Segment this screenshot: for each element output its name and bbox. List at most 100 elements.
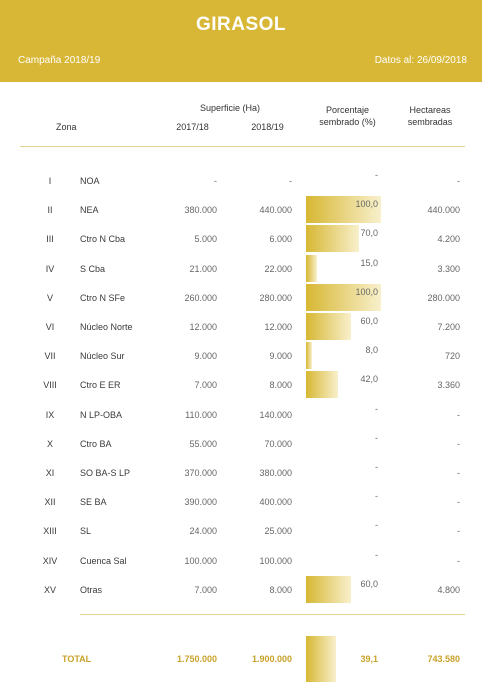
hectares-value: - xyxy=(457,497,460,508)
pct-header-line2: sembrado (%) xyxy=(319,117,376,127)
hectares-value: 3.300 xyxy=(437,263,460,274)
table-row: VI Núcleo Norte 12.000 12.000 60,0 7.200 xyxy=(0,313,482,340)
surface-2018-19: 8.000 xyxy=(269,584,292,595)
hectares-value: - xyxy=(457,176,460,186)
campaign-label: Campaña 2018/19 xyxy=(18,55,101,66)
table-row: XIII SL 24.000 25.000 - - xyxy=(0,520,482,542)
roman-numeral: VIII xyxy=(43,380,57,391)
superficie-header: Superficie (Ha) xyxy=(199,103,261,113)
pct-bar xyxy=(306,254,318,282)
total-row: TOTAL 1.750.000 1.900.000 39,1 743.580 xyxy=(0,650,482,670)
hectares-value: 3.360 xyxy=(437,380,460,391)
surface-2018-19: 9.000 xyxy=(269,351,292,362)
surface-2017-18: 12.000 xyxy=(189,322,217,332)
year2-header: 2018/19 xyxy=(251,122,284,132)
hectares-value: - xyxy=(457,438,460,449)
zone-name: NEA xyxy=(80,205,99,216)
table-row: VIII Ctro E ER 7.000 8.000 42,0 3.360 xyxy=(0,371,482,399)
total-s17: 1.750.000 xyxy=(176,654,217,664)
zone-name: NOA xyxy=(80,176,100,186)
pct-value: 100,0 xyxy=(355,286,378,297)
date-label: Datos al: 26/09/2018 xyxy=(374,55,467,66)
pct-value: - xyxy=(375,170,378,180)
hec-header: Hectareas sembradas xyxy=(395,104,465,128)
total-hec: 743.580 xyxy=(427,654,460,664)
surface-2018-19: 100.000 xyxy=(259,555,292,566)
pct-value: - xyxy=(375,462,378,472)
zone-name: Ctro N SFe xyxy=(80,292,126,303)
hectares-value: - xyxy=(457,409,460,420)
pct-value: 60,0 xyxy=(360,578,378,589)
roman-numeral: XII xyxy=(44,497,56,508)
zone-name: SE BA xyxy=(80,497,107,508)
surface-2017-18: 21.000 xyxy=(189,263,217,274)
surface-2018-19: 440.000 xyxy=(259,205,292,216)
pct-bar xyxy=(306,283,381,311)
roman-numeral: XI xyxy=(45,468,55,478)
surface-2017-18: 100.000 xyxy=(184,555,217,566)
surface-2018-19: 22.000 xyxy=(264,263,292,274)
pct-header: Porcentaje sembrado (%) xyxy=(305,104,390,128)
pct-value: - xyxy=(375,520,378,531)
surface-2017-18: 260.000 xyxy=(184,292,217,303)
surface-2017-18: 5.000 xyxy=(194,234,217,245)
hectares-value: - xyxy=(457,526,460,537)
table-row: X Ctro BA 55.000 70.000 - - xyxy=(0,433,482,455)
table-row: V Ctro N SFe 260.000 280.000 100,0 280.000 xyxy=(0,283,482,311)
surface-2018-19: 280.000 xyxy=(259,292,292,303)
table-row: XIV Cuenca Sal 100.000 100.000 - - xyxy=(0,549,482,572)
hectares-value: 7.200 xyxy=(437,322,460,332)
hectares-value: 4.800 xyxy=(437,584,460,595)
zone-name: Ctro N Cba xyxy=(80,234,126,245)
zone-name: Núcleo Norte xyxy=(80,322,133,332)
pct-value: 70,0 xyxy=(360,228,378,239)
surface-2017-18: 9.000 xyxy=(194,351,217,362)
pct-bar xyxy=(306,575,351,603)
zone-name: SL xyxy=(80,526,92,537)
surface-2017-18: 7.000 xyxy=(194,584,217,595)
table-row: VII Núcleo Sur 9.000 9.000 8,0 720 xyxy=(0,342,482,370)
zone-name: N LP-OBA xyxy=(80,409,123,420)
hectares-value: - xyxy=(457,555,460,566)
total-s18: 1.900.000 xyxy=(251,654,292,664)
pct-bar xyxy=(306,371,338,399)
roman-numeral: XV xyxy=(43,584,56,595)
pct-bar xyxy=(306,225,359,253)
surface-2018-19: 25.000 xyxy=(264,526,292,537)
table-row: II NEA 380.000 440.000 100,0 440.000 xyxy=(0,196,482,224)
total-label: TOTAL xyxy=(62,654,92,664)
hectares-value: 720 xyxy=(444,351,460,362)
table-row: I NOA - - - - xyxy=(0,170,482,192)
surface-2018-19: 12.000 xyxy=(264,322,292,332)
surface-2017-18: 24.000 xyxy=(189,526,217,537)
pct-value: 100,0 xyxy=(355,199,378,210)
header-divider xyxy=(20,146,465,147)
surface-2018-19: 8.000 xyxy=(269,380,292,391)
pct-value: - xyxy=(375,549,378,560)
roman-numeral: X xyxy=(46,438,53,449)
total-pct: 39,1 xyxy=(360,654,378,664)
zone-name: Otras xyxy=(80,584,103,595)
roman-numeral: XIII xyxy=(43,526,57,537)
hectares-value: - xyxy=(457,468,460,478)
header-banner: GIRASOL Campaña 2018/19 Datos al: 26/09/… xyxy=(0,0,482,82)
roman-numeral: IV xyxy=(45,263,55,274)
total-divider xyxy=(80,614,465,615)
surface-2017-18: 55.000 xyxy=(189,438,217,449)
table-row: IV S Cba 21.000 22.000 15,0 3.300 xyxy=(0,254,482,282)
table-row: IX N LP-OBA 110.000 140.000 - - xyxy=(0,404,482,426)
zone-name: S Cba xyxy=(80,263,106,274)
surface-2018-19: 400.000 xyxy=(259,497,292,508)
zone-name: Ctro BA xyxy=(80,438,112,449)
roman-numeral: I xyxy=(48,176,52,186)
roman-numeral: VI xyxy=(45,322,55,332)
table-row: XII SE BA 390.000 400.000 - - xyxy=(0,491,482,513)
year1-header: 2017/18 xyxy=(176,122,209,132)
total-pct-bar xyxy=(306,636,336,682)
table-row: III Ctro N Cba 5.000 6.000 70,0 4.200 xyxy=(0,225,482,253)
hectares-value: 280.000 xyxy=(427,292,460,303)
surface-2018-19: - xyxy=(289,176,292,186)
zona-header: Zona xyxy=(56,122,77,132)
pct-value: 60,0 xyxy=(360,316,378,326)
pct-bar xyxy=(306,196,381,224)
